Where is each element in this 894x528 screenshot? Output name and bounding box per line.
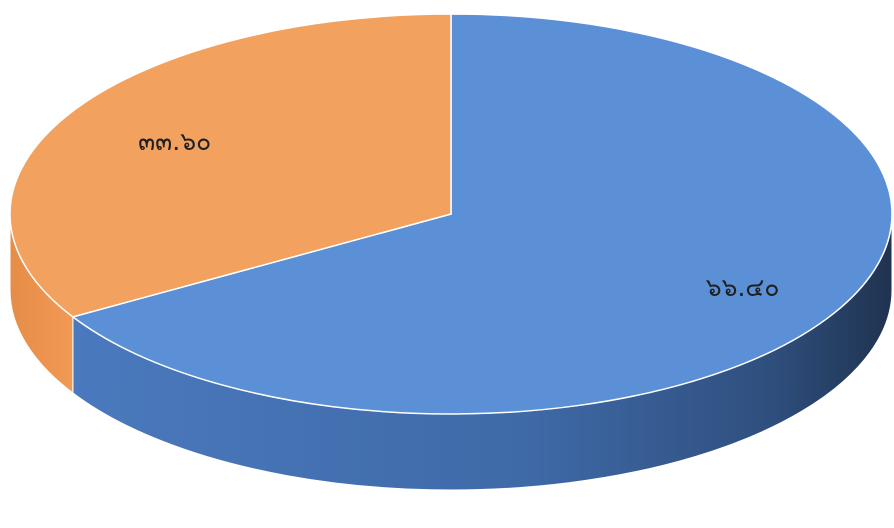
pie-data-label-2: ๓๓.๖๐ — [138, 127, 211, 156]
pie-slice-2 — [9, 13, 452, 318]
pie-tops — [9, 13, 893, 415]
pie-slice-1 — [71, 13, 893, 415]
pie-labels: ๖๖.๔๐ ๓๓.๖๐ — [138, 127, 780, 302]
pie-data-label-1: ๖๖.๔๐ — [706, 273, 780, 302]
